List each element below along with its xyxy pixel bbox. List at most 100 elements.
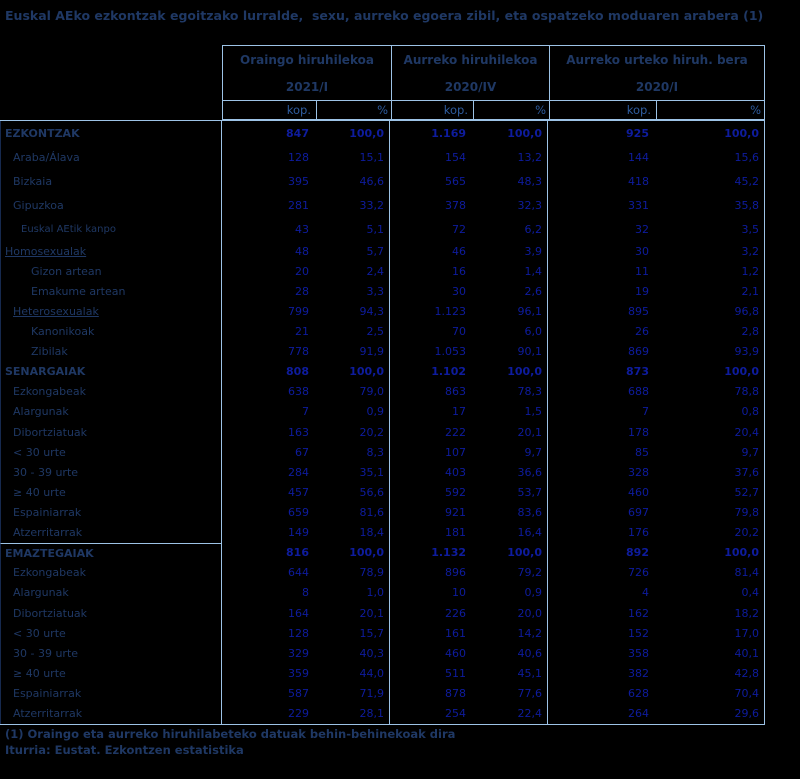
percent-cell-previous-year: 70,4 [655, 683, 765, 704]
count-cell-previous-year: 85 [635, 445, 649, 459]
percent-cell-previous-quarter: 9,7 [472, 442, 548, 463]
percent-cell-previous-quarter: 77,6 [472, 683, 548, 704]
count-cell-previous-quarter: 1.102 [431, 365, 466, 379]
percent-cell-previous-year: 15,6 [655, 145, 765, 169]
percent-cell-current: 0,9 [315, 401, 390, 422]
percent-cell-current: 40,3 [315, 643, 390, 664]
row-label: Kanonikoak [0, 321, 222, 342]
count-cell-previous-quarter: 254 [445, 707, 466, 721]
table-row: Alargunak 7 0,9 17 1,5 7 0,8 [0, 401, 765, 422]
percent-cell-previous-quarter: 36,6 [472, 462, 548, 483]
count-cell-current: 28 [295, 284, 309, 298]
count-cell-previous-year: 264 [628, 707, 649, 721]
count-cell-previous-quarter: 511 [445, 666, 466, 680]
percent-cell-previous-quarter: 0,9 [472, 582, 548, 603]
column-group-current: Oraingo hiruhilekoa 2021/I [223, 46, 391, 100]
count-cell-previous-quarter: 222 [445, 425, 466, 439]
percent-cell-previous-year: 1,2 [655, 261, 765, 282]
percent-cell-previous-year: 17,0 [655, 623, 765, 644]
percent-cell-previous-quarter: 16,4 [472, 522, 548, 543]
percent-cell-previous-year: 40,1 [655, 643, 765, 664]
count-cell-previous-quarter: 17 [452, 405, 466, 419]
count-cell-previous-quarter: 72 [452, 222, 466, 236]
table-row: < 30 urte 128 15,7 161 14,2 152 17,0 [0, 623, 765, 644]
percent-cell-current: 44,0 [315, 663, 390, 684]
percent-cell-current: 5,7 [315, 241, 390, 262]
row-label: Homosexualak [0, 241, 222, 262]
percent-cell-previous-quarter: 100,0 [472, 542, 548, 563]
percent-cell-current: 71,9 [315, 683, 390, 704]
row-label: EZKONTZAK [0, 121, 222, 145]
count-cell-previous-quarter: 161 [445, 626, 466, 640]
percent-cell-previous-year: 78,8 [655, 381, 765, 402]
count-cell-previous-quarter: 1.132 [431, 546, 466, 560]
percent-cell-previous-quarter: 96,1 [472, 301, 548, 322]
footer: (1) Oraingo eta aurreko hiruhilabeteko d… [5, 727, 455, 758]
percent-cell-previous-quarter: 14,2 [472, 623, 548, 644]
count-cell-previous-quarter: 1.123 [434, 304, 467, 318]
row-label: < 30 urte [0, 442, 222, 463]
count-cell-current: 359 [288, 666, 309, 680]
row-label: Euskal AEtik kanpo [0, 217, 222, 241]
count-cell-previous-quarter: 1.169 [431, 126, 466, 140]
count-cell-previous-quarter: 378 [445, 198, 466, 212]
table-row: EMAZTEGAIAK 816 100,0 1.132 100,0 892 10… [0, 542, 765, 563]
percent-cell-current: 33,2 [315, 193, 390, 217]
percent-cell-current: 100,0 [315, 121, 390, 145]
count-cell-previous-year: 152 [628, 626, 649, 640]
count-cell-current: 281 [288, 198, 309, 212]
percent-cell-current: 15,7 [315, 623, 390, 644]
count-cell-previous-quarter: 921 [445, 505, 466, 519]
count-cell-current: 128 [288, 150, 309, 164]
count-subheader: kop. [286, 103, 311, 117]
count-cell-previous-year: 11 [635, 264, 649, 278]
count-cell-previous-quarter: 403 [445, 465, 466, 479]
count-cell-current: 67 [295, 445, 309, 459]
table-header: Oraingo hiruhilekoa 2021/I Aurreko hiruh… [222, 45, 765, 120]
row-label: Alargunak [0, 582, 222, 603]
percent-cell-previous-quarter: 40,6 [472, 643, 548, 664]
table-row: Espainiarrak 659 81,6 921 83,6 697 79,8 [0, 502, 765, 523]
percent-cell-previous-year: 79,8 [655, 502, 765, 523]
percent-cell-current: 78,9 [315, 562, 390, 583]
column-group-period: 2020/I [635, 80, 679, 94]
table-row: Atzerritarrak 149 18,4 181 16,4 176 20,2 [0, 522, 765, 543]
percent-cell-previous-year: 29,6 [655, 703, 765, 724]
count-cell-previous-year: 162 [628, 606, 649, 620]
count-cell-current: 229 [288, 707, 309, 721]
percent-cell-previous-quarter: 20,0 [472, 602, 548, 624]
table-row: 30 - 39 urte 284 35,1 403 36,6 328 37,6 [0, 462, 765, 483]
percent-cell-current: 2,5 [315, 321, 390, 342]
percent-cell-current: 81,6 [315, 502, 390, 523]
percent-cell-current: 3,3 [315, 281, 390, 302]
table-row: Bizkaia 395 46,6 565 48,3 418 45,2 [0, 169, 765, 193]
count-cell-previous-quarter: 16 [452, 264, 466, 278]
count-cell-current: 163 [288, 425, 309, 439]
count-cell-previous-year: 726 [628, 566, 649, 580]
percent-cell-previous-quarter: 100,0 [472, 361, 548, 382]
count-cell-previous-quarter: 181 [445, 526, 466, 540]
row-label: < 30 urte [0, 623, 222, 644]
count-cell-previous-year: 4 [642, 586, 649, 600]
percent-cell-previous-year: 35,8 [655, 193, 765, 217]
count-cell-current: 778 [288, 345, 309, 359]
count-cell-current: 457 [288, 485, 309, 499]
row-label: Bizkaia [0, 169, 222, 193]
column-group-label: Aurreko hiruhilekoa [403, 53, 538, 67]
count-cell-previous-year: 895 [628, 304, 649, 318]
row-label: Zibilak [0, 341, 222, 362]
count-cell-previous-year: 26 [635, 324, 649, 338]
count-cell-previous-quarter: 107 [445, 445, 466, 459]
percent-cell-previous-year: 2,8 [655, 321, 765, 342]
table-row: Euskal AEtik kanpo 43 5,1 72 6,2 32 3,5 [0, 217, 765, 241]
count-cell-current: 164 [288, 606, 309, 620]
table-row: Gizon artean 20 2,4 16 1,4 11 1,2 [0, 261, 765, 282]
percent-cell-previous-year: 18,2 [655, 602, 765, 624]
percent-cell-current: 35,1 [315, 462, 390, 483]
percent-cell-current: 20,1 [315, 602, 390, 624]
percent-cell-current: 5,1 [315, 217, 390, 241]
percent-cell-previous-year: 37,6 [655, 462, 765, 483]
page-title: Euskal AEko ezkontzak egoitzako lurralde… [5, 8, 764, 23]
row-label: Gipuzkoa [0, 193, 222, 217]
percent-cell-previous-year: 42,8 [655, 663, 765, 684]
